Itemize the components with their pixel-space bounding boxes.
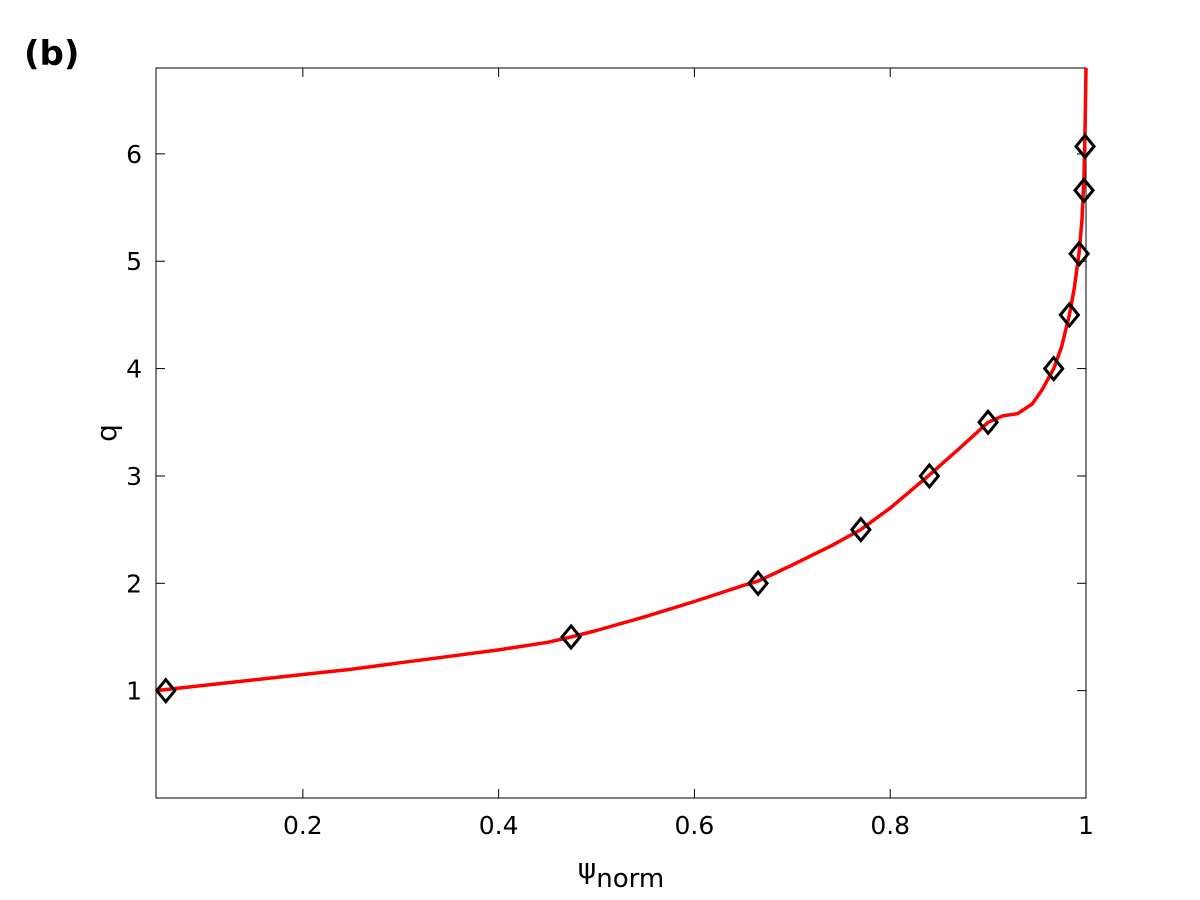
- data-point-diamond: [849, 516, 872, 543]
- marker-layer: [154, 133, 1096, 705]
- y-tick-label: 3: [126, 462, 142, 491]
- y-tick-label: 6: [126, 140, 142, 169]
- q-profile-line: [155, 67, 1088, 693]
- data-point-diamond: [1068, 240, 1091, 268]
- x-axis-label-main: ψ: [578, 852, 596, 885]
- data-point-diamond: [1073, 177, 1096, 204]
- y-tick-label: 2: [126, 569, 142, 598]
- data-point-diamond: [1074, 133, 1096, 160]
- axes: 0.2 0.4 0.6 0.8 1 1 2 3 4 5 6: [126, 67, 1094, 840]
- y-tick-label: 1: [126, 677, 142, 706]
- curve-layer: [155, 67, 1088, 693]
- data-point-diamond: [1058, 301, 1081, 329]
- x-axis-label: ψnorm: [578, 852, 664, 894]
- x-tick-label: 1: [1078, 811, 1094, 840]
- y-tick-label: 5: [126, 247, 142, 276]
- x-tick-label: 0.8: [870, 811, 910, 840]
- data-point-diamond: [918, 462, 941, 490]
- y-tick-label: 4: [126, 355, 142, 384]
- plot-frame: [155, 67, 1087, 799]
- data-point-diamond: [977, 408, 1000, 436]
- panel-label: (b): [24, 34, 80, 74]
- x-tick-label: 0.4: [479, 811, 519, 840]
- data-point-diamond: [154, 677, 177, 705]
- data-point-diamond: [560, 623, 583, 651]
- y-axis-label: q: [90, 424, 123, 442]
- x-tick-label: 0.6: [675, 811, 715, 840]
- data-point-diamond: [1042, 355, 1065, 382]
- data-point-diamond: [747, 569, 770, 597]
- x-axis-label-subscript: norm: [596, 864, 664, 894]
- x-tick-label: 0.2: [283, 811, 323, 840]
